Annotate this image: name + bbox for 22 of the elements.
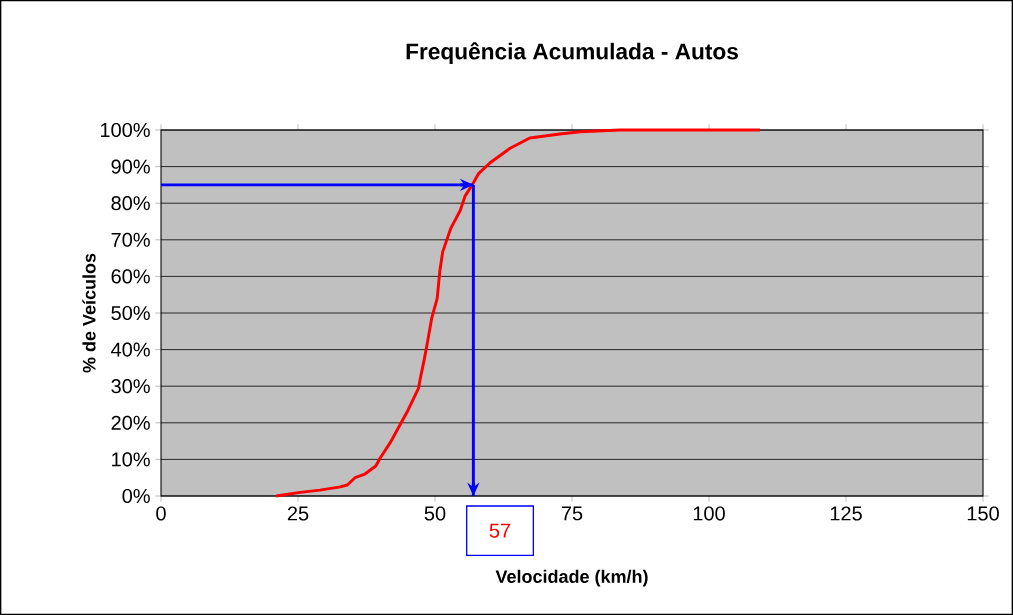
y-tick-label: 90% — [111, 159, 150, 174]
x-tick-label: 75 — [561, 506, 583, 521]
x-tick-label: 50 — [424, 506, 446, 521]
y-tick-label: 80% — [111, 196, 150, 211]
y-tick-label: 30% — [111, 379, 150, 394]
y-tick-label: 70% — [111, 232, 150, 247]
chart-title: Frequência Acumulada - Autos — [406, 42, 738, 64]
x-tick-label: 125 — [830, 506, 862, 521]
y-tick-label: 40% — [111, 342, 150, 357]
y-tick-label: 100% — [100, 122, 150, 138]
x-axis-title: Velocidade (km/h) — [495, 569, 648, 587]
x-tick-label: 0 — [156, 506, 166, 521]
x-tick-label: 25 — [287, 506, 309, 521]
y-tick-label: 20% — [111, 415, 150, 430]
ref-line-label: 57 — [489, 523, 511, 538]
y-tick-label: 10% — [112, 452, 150, 467]
x-tick-label: 150 — [967, 506, 999, 521]
y-tick-label: 0% — [122, 488, 150, 504]
y-tick-label: 60% — [111, 269, 150, 284]
y-axis-title: % de Veículos — [82, 253, 96, 373]
x-tick-label: 100 — [693, 506, 725, 521]
y-tick-label: 50% — [111, 305, 150, 321]
